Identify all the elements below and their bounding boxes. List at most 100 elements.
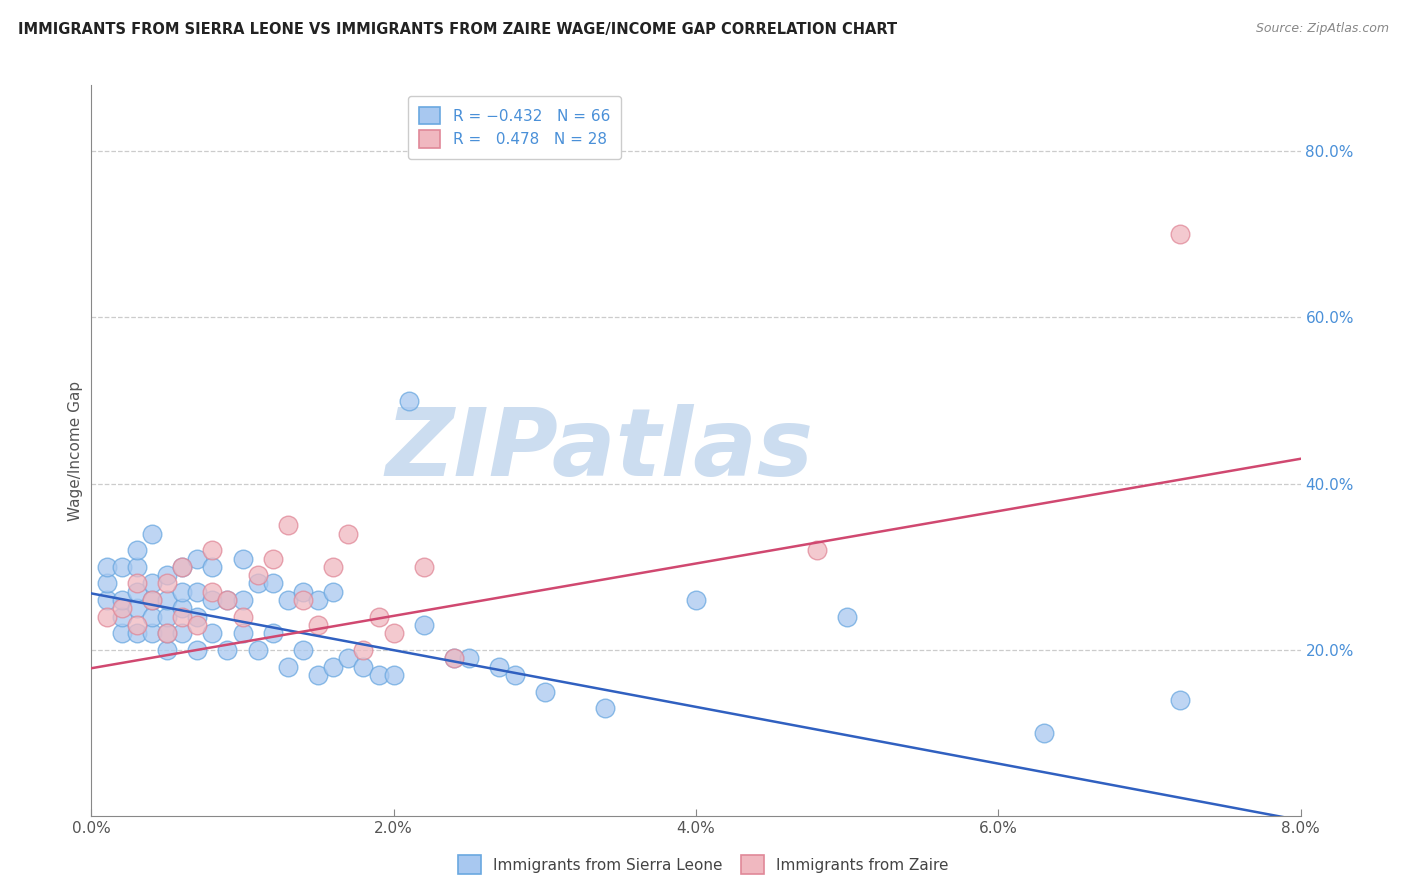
Point [307,618,329,632]
Point [172,609,194,624]
Point [125,601,148,615]
Legend: R = −0.432   N = 66, R =   0.478   N = 28: R = −0.432 N = 66, R = 0.478 N = 28 [408,96,621,159]
Point [352,659,374,673]
Point [307,668,329,682]
Point [186,618,208,632]
Point [231,609,253,624]
Point [125,626,148,640]
Point [322,559,344,574]
Point [322,584,344,599]
Point [186,643,208,657]
Point [125,576,148,591]
Point [262,626,284,640]
Point [141,593,163,607]
Point [246,568,269,582]
Point [1032,726,1054,740]
Point [96,576,118,591]
Point [307,593,329,607]
Point [231,593,253,607]
Point [201,626,224,640]
Point [1168,693,1191,707]
Text: ZIPatlas: ZIPatlas [385,404,813,497]
Point [806,543,828,558]
Point [246,643,269,657]
Point [172,601,194,615]
Point [217,643,239,657]
Point [201,593,224,607]
Point [292,643,315,657]
Point [201,559,224,574]
Point [533,684,555,698]
Point [1168,227,1191,242]
Point [292,584,315,599]
Point [141,626,163,640]
Point [96,593,118,607]
Point [685,593,707,607]
Point [156,593,179,607]
Point [186,609,208,624]
Point [96,609,118,624]
Legend: Immigrants from Sierra Leone, Immigrants from Zaire: Immigrants from Sierra Leone, Immigrants… [451,849,955,880]
Point [367,668,389,682]
Point [337,651,360,665]
Text: IMMIGRANTS FROM SIERRA LEONE VS IMMIGRANTS FROM ZAIRE WAGE/INCOME GAP CORRELATIO: IMMIGRANTS FROM SIERRA LEONE VS IMMIGRAN… [18,22,897,37]
Point [156,609,179,624]
Point [172,584,194,599]
Point [156,626,179,640]
Point [111,593,132,607]
Point [125,559,148,574]
Point [111,559,132,574]
Point [172,559,194,574]
Point [156,568,179,582]
Point [488,659,510,673]
Text: Source: ZipAtlas.com: Source: ZipAtlas.com [1256,22,1389,36]
Point [141,526,163,541]
Point [201,543,224,558]
Y-axis label: Wage/Income Gap: Wage/Income Gap [67,380,83,521]
Point [458,651,481,665]
Point [156,643,179,657]
Point [156,626,179,640]
Point [217,593,239,607]
Point [322,659,344,673]
Point [595,701,617,715]
Point [231,626,253,640]
Point [186,551,208,566]
Point [246,576,269,591]
Point [277,659,299,673]
Point [337,526,360,541]
Point [141,609,163,624]
Point [277,593,299,607]
Point [352,643,374,657]
Point [141,576,163,591]
Point [125,543,148,558]
Point [413,559,436,574]
Point [443,651,465,665]
Point [96,559,118,574]
Point [443,651,465,665]
Point [172,559,194,574]
Point [262,551,284,566]
Point [172,626,194,640]
Point [201,584,224,599]
Point [367,609,389,624]
Point [398,393,420,408]
Point [262,576,284,591]
Point [277,518,299,533]
Point [382,668,405,682]
Point [156,576,179,591]
Point [413,618,436,632]
Point [382,626,405,640]
Point [186,584,208,599]
Point [111,626,132,640]
Point [217,593,239,607]
Point [292,593,315,607]
Point [125,584,148,599]
Point [111,601,132,615]
Point [835,609,858,624]
Point [141,593,163,607]
Point [231,551,253,566]
Point [503,668,526,682]
Point [111,609,132,624]
Point [125,618,148,632]
